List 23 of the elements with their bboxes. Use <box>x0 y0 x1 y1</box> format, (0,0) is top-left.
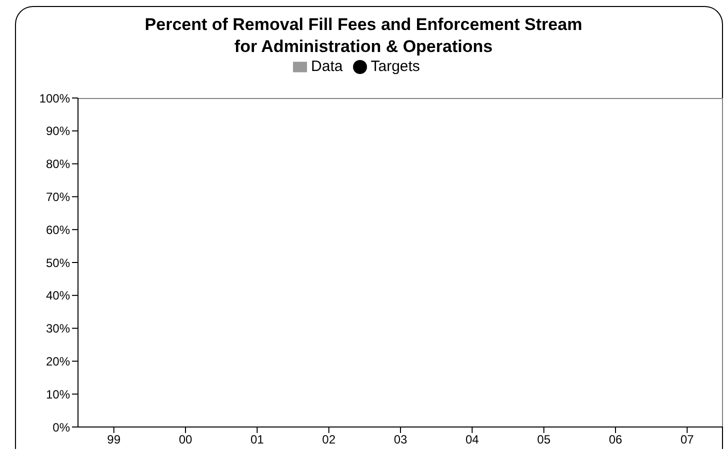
y-tick-label: 60% <box>46 222 70 237</box>
x-tick-label: 07 <box>680 432 694 447</box>
legend-label: Targets <box>370 58 420 75</box>
y-tick-label: 30% <box>46 322 70 336</box>
y-tick-label: 10% <box>46 387 70 402</box>
x-tick-label: 04 <box>465 432 480 447</box>
x-tick-label: 01 <box>250 432 264 447</box>
x-tick-label: 99 <box>107 432 121 447</box>
x-tick-label: 02 <box>322 432 336 447</box>
y-tick-label: 90% <box>46 124 70 138</box>
x-tick-label: 05 <box>537 432 551 447</box>
x-tick-label: 06 <box>608 432 622 447</box>
y-tick-label: 50% <box>46 256 70 270</box>
x-tick-label: 00 <box>178 432 192 447</box>
y-tick-label: 70% <box>46 190 70 204</box>
y-tick-label: 20% <box>46 354 70 368</box>
legend-label: Data <box>311 58 343 75</box>
y-tick-label: 40% <box>46 288 70 303</box>
y-tick-label: 80% <box>46 157 70 172</box>
y-tick-label: 100% <box>39 91 70 106</box>
chart-title: Percent of Removal Fill Fees and Enforcement Stream for Administration & Operations <box>144 14 584 58</box>
y-tick-label: 0% <box>52 420 70 434</box>
x-tick-label: 03 <box>394 432 408 447</box>
